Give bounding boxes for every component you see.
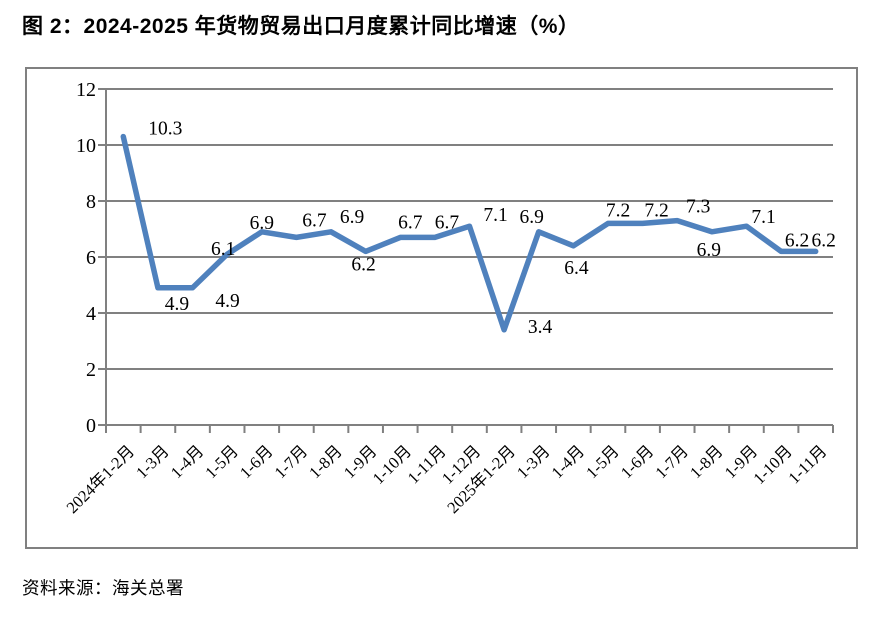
data-label: 6.1 <box>211 239 235 260</box>
x-axis-labels: 2024年1-2月1-3月1-4月1-5月1-6月1-7月1-8月1-9月1-1… <box>62 441 830 517</box>
x-tick-label: 1-7月 <box>271 441 312 482</box>
data-label: 7.1 <box>483 205 507 226</box>
chart-frame: 0 2 4 6 8 10 12 10.3 4.9 4.9 6.1 6.9 6.7 6.9 6.2 6.7 6.7… <box>25 67 858 549</box>
x-tick-label: 1-8月 <box>305 441 346 482</box>
data-label: 10.3 <box>148 119 182 140</box>
line-chart: 0 2 4 6 8 10 12 10.3 4.9 4.9 6.1 6.9 6.7 6.9 6.2 6.7 6.7… <box>62 79 836 517</box>
x-tick-label: 1-5月 <box>201 441 242 482</box>
x-tick-label: 1-10月 <box>749 441 795 487</box>
x-tick-label: 1-8月 <box>686 441 727 482</box>
data-label: 6.9 <box>340 207 364 228</box>
data-label: 6.2 <box>785 230 809 251</box>
y-tick-label: 8 <box>86 191 96 213</box>
x-tick-label: 1-10月 <box>369 441 415 487</box>
data-label: 6.9 <box>520 207 544 228</box>
y-tick-label: 6 <box>86 247 96 269</box>
x-tick-label: 1-5月 <box>582 441 623 482</box>
y-tick-label: 0 <box>86 415 96 437</box>
source-note: 资料来源：海关总署 <box>22 578 184 598</box>
data-label: 7.2 <box>644 200 668 221</box>
data-label: 6.9 <box>250 213 274 234</box>
data-label: 7.2 <box>606 200 630 221</box>
data-label: 6.4 <box>564 258 589 279</box>
data-label: 6.2 <box>351 254 375 275</box>
data-label: 7.1 <box>751 207 775 228</box>
data-label: 4.9 <box>215 291 239 312</box>
data-label: 6.7 <box>435 212 460 233</box>
data-label: 7.3 <box>686 197 710 218</box>
data-label: 3.4 <box>528 317 553 338</box>
series-line <box>120 133 819 333</box>
x-axis-ticks <box>105 425 834 433</box>
y-tick-label: 12 <box>76 79 96 101</box>
x-tick-label: 2024年1-2月 <box>62 441 138 517</box>
y-axis-ticks <box>98 88 106 426</box>
data-labels: 10.3 4.9 4.9 6.1 6.9 6.7 6.9 6.2 6.7 6.7 7.1 3.4 6.9… <box>148 119 836 338</box>
x-tick-label: 1-6月 <box>617 441 658 482</box>
x-tick-label: 1-7月 <box>651 441 692 482</box>
x-tick-label: 1-3月 <box>513 441 554 482</box>
y-tick-label: 10 <box>76 135 96 157</box>
data-label: 4.9 <box>165 294 189 315</box>
figure-title: 图 2：2024-2025 年货物贸易出口月度累计同比增速（%） <box>22 15 580 38</box>
y-tick-label: 4 <box>86 303 96 325</box>
x-tick-label: 1-6月 <box>236 441 277 482</box>
x-tick-label: 1-4月 <box>167 441 208 482</box>
data-label: 6.7 <box>398 212 423 233</box>
y-tick-label: 2 <box>86 359 96 381</box>
x-tick-label: 1-4月 <box>548 441 589 482</box>
data-label: 6.2 <box>812 230 836 251</box>
data-label: 6.9 <box>697 240 721 261</box>
x-tick-label: 1-11月 <box>784 441 830 487</box>
y-axis-labels: 0 2 4 6 8 10 12 <box>76 79 96 437</box>
x-tick-label: 1-3月 <box>132 441 173 482</box>
data-label: 6.7 <box>302 210 327 231</box>
